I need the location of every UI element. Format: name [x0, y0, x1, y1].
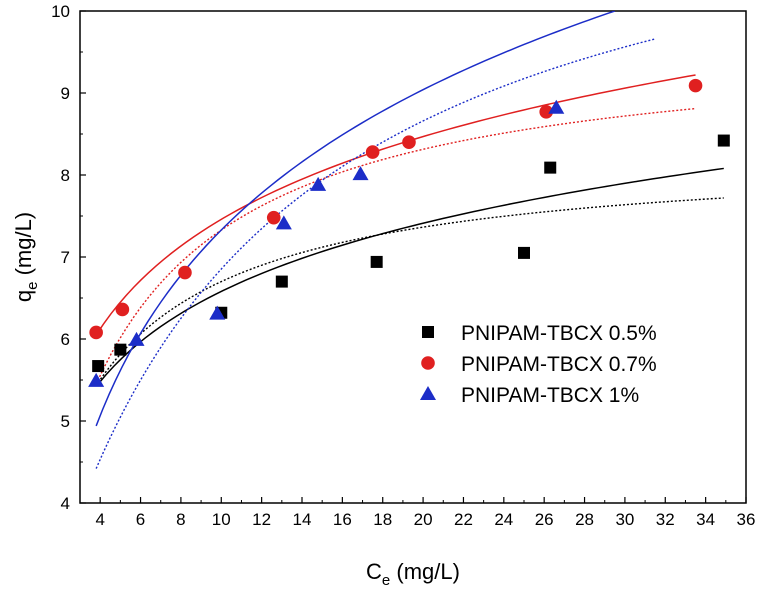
y-tick-label: 5: [61, 412, 70, 431]
data-point: [539, 105, 553, 119]
data-point: [88, 372, 105, 387]
data-point: [114, 343, 127, 356]
y-axis-title-main: q: [11, 290, 36, 302]
data-point: [128, 331, 145, 346]
fit-solid-line: [97, 167, 724, 385]
x-axis-title-main: C: [366, 559, 382, 584]
x-tick-label: 18: [373, 510, 392, 529]
x-tick-label: 12: [252, 510, 271, 529]
y-tick-label: 8: [61, 166, 70, 185]
data-point: [275, 215, 292, 230]
data-point: [365, 145, 380, 159]
y-tick-label: 4: [61, 494, 70, 513]
x-tick-label: 16: [333, 510, 352, 529]
data-point: [548, 99, 565, 114]
legend-marker: [422, 326, 434, 338]
x-axis-ticks: 4 6 8 10 12 14 16 18 20 22 24 26 28 30 32 34 36: [79, 497, 756, 529]
fit-curves: [95, 11, 724, 469]
data-point: [370, 255, 383, 268]
x-tick-label: 22: [454, 510, 473, 529]
plot-frame: [79, 10, 747, 504]
data-points: [88, 78, 730, 387]
data-point: [89, 325, 103, 340]
y-axis-title-unit: (mg/L): [11, 212, 36, 282]
data-point: [209, 305, 226, 320]
x-tick-label: 10: [212, 510, 231, 529]
x-tick-label: 32: [656, 510, 675, 529]
data-point: [544, 161, 557, 174]
data-point: [178, 265, 192, 280]
x-axis-title: Ce (mg/L): [366, 559, 460, 589]
y-tick-label: 10: [51, 2, 70, 21]
x-tick-label: 26: [535, 510, 554, 529]
y-tick-label: 9: [61, 84, 70, 103]
legend-marker: [421, 356, 435, 370]
x-axis-title-subscript: e: [382, 572, 390, 589]
fit-dotted-line: [97, 197, 724, 383]
legend-label: PNIPAM-TBCX 1%: [461, 384, 639, 407]
data-point: [115, 302, 130, 317]
x-tick-label: 30: [615, 510, 634, 529]
legend-label: PNIPAM-TBCX 0.5%: [461, 322, 657, 345]
data-point: [266, 210, 281, 225]
y-tick-label: 7: [61, 248, 70, 267]
data-point: [688, 78, 703, 93]
data-point: [310, 176, 327, 191]
data-point: [402, 135, 416, 149]
x-tick-label: 6: [136, 510, 145, 529]
data-point: [275, 275, 288, 288]
y-axis-title-subscript: e: [24, 282, 41, 290]
y-axis-title: qe (mg/L): [11, 212, 41, 302]
x-tick-label: 4: [95, 510, 104, 529]
data-point: [92, 360, 105, 373]
legend: PNIPAM-TBCX 0.5% PNIPAM-TBCX 0.7% PNIPAM-T…: [420, 322, 657, 407]
y-axis-ticks: 4 5 6 7 8 9 10: [51, 2, 86, 513]
y-tick-label: 6: [61, 330, 70, 349]
fit-dotted-line: [95, 107, 696, 385]
x-tick-label: 24: [494, 510, 513, 529]
x-tick-label: 28: [575, 510, 594, 529]
data-point: [352, 166, 369, 181]
fit-solid-line: [95, 74, 696, 336]
x-axis-title-unit: (mg/L): [390, 559, 460, 584]
legend-marker: [420, 386, 436, 400]
legend-label: PNIPAM-TBCX 0.7%: [461, 353, 657, 376]
data-point: [518, 246, 530, 259]
x-tick-label: 34: [696, 510, 715, 529]
x-tick-label: 36: [737, 510, 756, 529]
data-point: [717, 134, 730, 147]
x-tick-label: 20: [414, 510, 433, 529]
x-tick-label: 14: [293, 510, 312, 529]
x-tick-label: 8: [176, 510, 185, 529]
